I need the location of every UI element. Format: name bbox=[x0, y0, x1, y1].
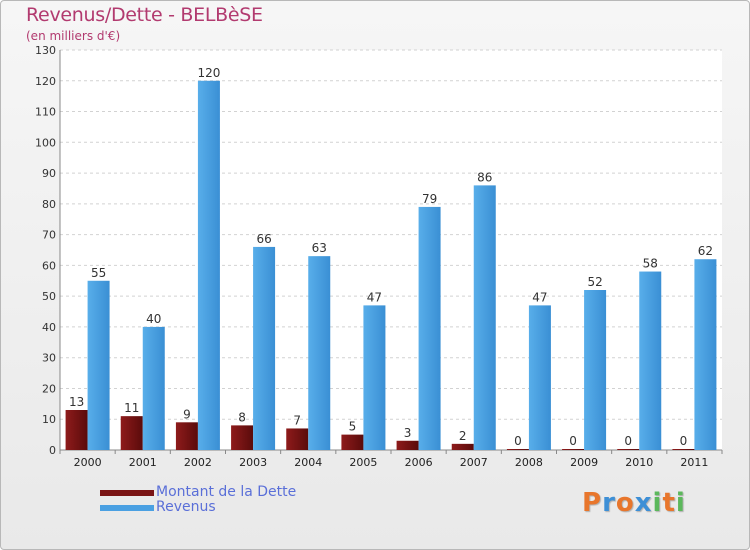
x-tick-label: 2000 bbox=[74, 456, 102, 469]
legend-swatch-revenus bbox=[100, 505, 154, 511]
data-label: 2 bbox=[459, 429, 467, 443]
bar-revenus bbox=[528, 305, 551, 450]
logo-letter: i bbox=[675, 488, 686, 518]
bar-dette bbox=[396, 440, 419, 450]
bar-revenus bbox=[418, 206, 441, 450]
x-tick-label: 2009 bbox=[570, 456, 598, 469]
y-tick-label: 40 bbox=[42, 321, 56, 334]
data-label: 0 bbox=[680, 434, 688, 448]
x-tick-label: 2005 bbox=[349, 456, 377, 469]
bar-revenus bbox=[639, 271, 662, 450]
data-label: 9 bbox=[183, 407, 191, 421]
bar-revenus bbox=[363, 305, 386, 450]
x-tick-label: 2001 bbox=[129, 456, 157, 469]
data-label: 52 bbox=[587, 275, 602, 289]
data-label: 7 bbox=[293, 413, 301, 427]
x-tick-label: 2008 bbox=[515, 456, 543, 469]
y-tick-label: 10 bbox=[42, 413, 56, 426]
bar-revenus bbox=[473, 185, 496, 450]
x-tick-label: 2007 bbox=[460, 456, 488, 469]
logo-letter: r bbox=[602, 488, 616, 518]
data-label: 86 bbox=[477, 170, 492, 184]
data-label: 47 bbox=[532, 290, 547, 304]
y-tick-label: 20 bbox=[42, 382, 56, 395]
bar-dette bbox=[341, 434, 364, 450]
logo-letter: t bbox=[662, 488, 676, 518]
bar-revenus bbox=[87, 280, 110, 450]
y-tick-label: 80 bbox=[42, 198, 56, 211]
bar-revenus bbox=[694, 259, 717, 450]
legend-label-revenus: Revenus bbox=[156, 499, 216, 515]
data-label: 0 bbox=[514, 434, 522, 448]
bar-dette bbox=[65, 410, 88, 450]
bar-revenus bbox=[142, 326, 165, 450]
data-label: 0 bbox=[569, 434, 577, 448]
data-label: 62 bbox=[698, 244, 713, 258]
data-label: 120 bbox=[197, 66, 220, 80]
bar-dette bbox=[506, 449, 529, 450]
x-tick-label: 2004 bbox=[294, 456, 322, 469]
y-tick-label: 130 bbox=[35, 44, 56, 57]
bar-revenus bbox=[584, 290, 607, 450]
data-label: 40 bbox=[146, 312, 161, 326]
bar-revenus bbox=[253, 246, 276, 450]
bar-dette bbox=[562, 449, 585, 450]
x-tick-label: 2003 bbox=[239, 456, 267, 469]
bar-dette bbox=[286, 428, 309, 450]
data-label: 79 bbox=[422, 192, 437, 206]
y-tick-label: 60 bbox=[42, 259, 56, 272]
data-label: 47 bbox=[367, 290, 382, 304]
legend-label-dette: Montant de la Dette bbox=[156, 484, 297, 500]
bar-dette bbox=[120, 416, 143, 450]
bar-dette bbox=[617, 449, 640, 450]
logo-letter: x bbox=[634, 488, 653, 518]
data-label: 8 bbox=[238, 410, 246, 424]
data-label: 66 bbox=[256, 232, 271, 246]
logo-letter: P bbox=[582, 488, 603, 518]
data-label: 5 bbox=[349, 420, 357, 434]
logo-letter: o bbox=[615, 488, 635, 518]
bar-dette bbox=[451, 443, 474, 450]
chart-subtitle: (en milliers d'€) bbox=[26, 29, 121, 43]
data-label: 13 bbox=[69, 395, 84, 409]
y-tick-label: 50 bbox=[42, 290, 56, 303]
y-tick-label: 120 bbox=[35, 75, 56, 88]
bar-revenus bbox=[308, 256, 331, 450]
bar-revenus bbox=[197, 80, 220, 451]
legend-swatch-dette bbox=[100, 490, 154, 496]
y-tick-label: 100 bbox=[35, 136, 56, 149]
chart-title: Revenus/Dette - BELBèSE bbox=[26, 4, 263, 26]
x-tick-label: 2002 bbox=[184, 456, 212, 469]
bar-dette bbox=[175, 422, 198, 450]
data-label: 3 bbox=[404, 426, 412, 440]
y-tick-label: 110 bbox=[35, 106, 56, 119]
logo-letter: i bbox=[652, 488, 663, 518]
y-tick-label: 30 bbox=[42, 352, 56, 365]
y-tick-label: 90 bbox=[42, 167, 56, 180]
proxiti-logo: Proxiti bbox=[582, 488, 686, 518]
x-tick-label: 2010 bbox=[625, 456, 653, 469]
data-label: 58 bbox=[643, 257, 658, 271]
y-tick-label: 70 bbox=[42, 229, 56, 242]
x-tick-label: 2006 bbox=[405, 456, 433, 469]
data-label: 0 bbox=[624, 434, 632, 448]
plot-area bbox=[60, 50, 722, 450]
bar-dette bbox=[672, 449, 695, 450]
bar-dette bbox=[231, 425, 254, 450]
y-tick-label: 0 bbox=[49, 444, 56, 457]
data-label: 55 bbox=[91, 266, 106, 280]
data-label: 11 bbox=[124, 401, 139, 415]
x-tick-label: 2011 bbox=[680, 456, 708, 469]
data-label: 63 bbox=[312, 241, 327, 255]
